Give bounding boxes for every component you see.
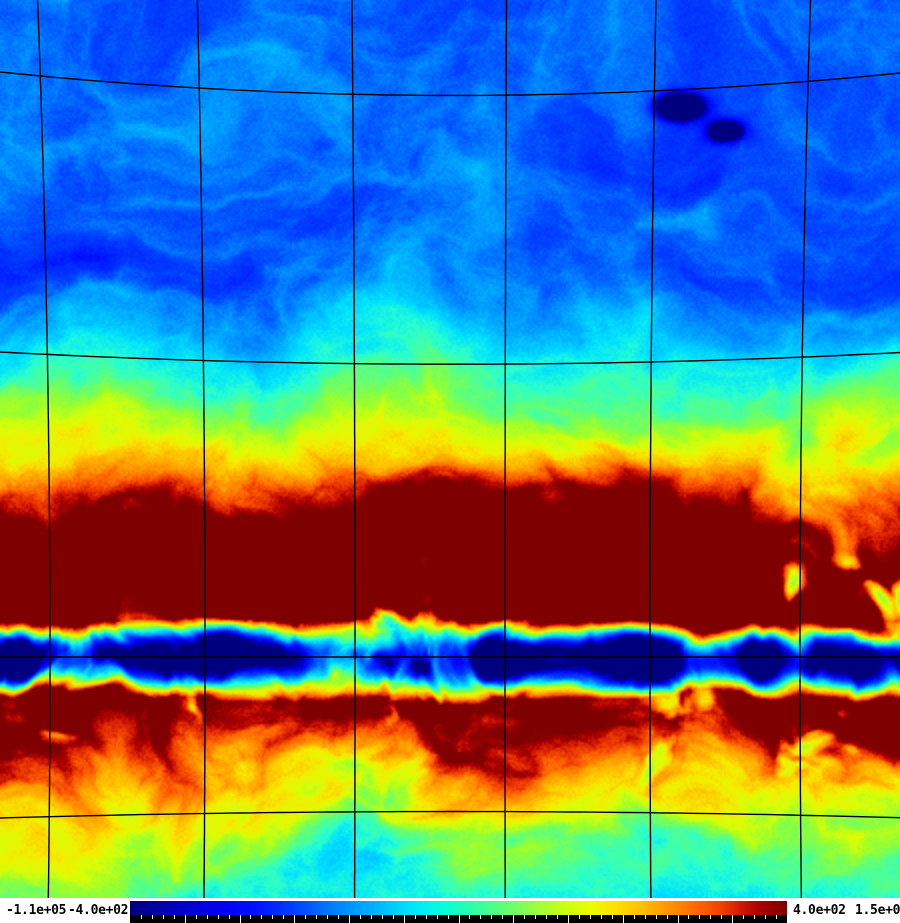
colorbar-tick bbox=[612, 915, 613, 919]
colorbar-tick bbox=[185, 915, 186, 923]
colorbar-ticks bbox=[130, 915, 787, 923]
colorbar-tick bbox=[656, 915, 657, 919]
colorbar-tick bbox=[426, 915, 427, 919]
colorbar-tick bbox=[546, 915, 547, 919]
colorbar-min-label: -1.1e+05 bbox=[6, 903, 67, 918]
colorbar-tick bbox=[240, 915, 241, 923]
colorbar-tick bbox=[557, 915, 558, 919]
colorbar-tick bbox=[743, 915, 744, 919]
colorbar-tick bbox=[349, 915, 350, 923]
colorbar-tick bbox=[294, 915, 295, 923]
colorbar-tick bbox=[163, 915, 164, 919]
colorbar-tick bbox=[229, 915, 230, 919]
colorbar-tick bbox=[535, 915, 536, 919]
colorbar-tick bbox=[141, 915, 142, 919]
colorbar-tick bbox=[623, 915, 624, 923]
colorbar-tick bbox=[634, 915, 635, 919]
colorbar-tick bbox=[480, 915, 481, 919]
sky-map-panel[interactable] bbox=[0, 0, 900, 898]
colorbar-tick bbox=[699, 915, 700, 919]
colorbar-tick bbox=[678, 915, 679, 923]
colorbar-tick bbox=[207, 915, 208, 919]
colorbar-tick bbox=[590, 915, 591, 919]
colorbar-tick bbox=[754, 915, 755, 919]
colorbar-low-label: -4.0e+02 bbox=[68, 903, 129, 918]
colorbar-tick bbox=[152, 915, 153, 919]
colorbar-tick bbox=[261, 915, 262, 919]
colorbar-tick bbox=[305, 915, 306, 919]
colorbar-tick bbox=[513, 915, 514, 923]
sky-map-image[interactable] bbox=[0, 0, 900, 898]
colorbar-max-label: 1.5e+04 bbox=[855, 903, 900, 918]
colorbar-tick bbox=[469, 915, 470, 919]
colorbar-tick bbox=[338, 915, 339, 919]
colorbar-tick bbox=[404, 915, 405, 923]
colorbar-tick bbox=[524, 915, 525, 919]
colorbar-tick bbox=[448, 915, 449, 919]
colorbar-tick bbox=[415, 915, 416, 919]
colorbar-tick bbox=[502, 915, 503, 919]
colorbar-tick bbox=[393, 915, 394, 919]
colorbar-tick bbox=[601, 915, 602, 919]
colorbar-tick bbox=[437, 915, 438, 919]
colorbar-tick bbox=[360, 915, 361, 919]
colorbar-tick bbox=[710, 915, 711, 919]
colorbar-tick bbox=[776, 915, 777, 919]
colorbar-tick bbox=[382, 915, 383, 919]
colorbar-high-label: 4.0e+02 bbox=[793, 903, 846, 918]
colorbar-tick bbox=[371, 915, 372, 919]
colorbar-tick bbox=[667, 915, 668, 919]
colorbar-tick bbox=[459, 915, 460, 923]
colorbar-tick bbox=[316, 915, 317, 919]
colorbar-tick bbox=[765, 915, 766, 919]
colorbar-gradient[interactable] bbox=[130, 901, 787, 915]
colorbar-tick bbox=[174, 915, 175, 919]
colorbar-tick bbox=[283, 915, 284, 919]
colorbar-tick bbox=[688, 915, 689, 919]
colorbar-tick bbox=[645, 915, 646, 919]
colorbar-tick bbox=[568, 915, 569, 923]
colorbar-tick bbox=[272, 915, 273, 919]
colorbar-tick bbox=[218, 915, 219, 919]
colorbar-tick bbox=[721, 915, 722, 919]
colorbar-tick bbox=[196, 915, 197, 919]
colorbar-tick bbox=[491, 915, 492, 919]
colorbar-tick bbox=[579, 915, 580, 919]
colorbar-scale[interactable] bbox=[130, 901, 787, 923]
colorbar-tick bbox=[732, 915, 733, 923]
colorbar-row: -1.1e+05 -4.0e+02 4.0e+02 1.5e+04 bbox=[0, 898, 900, 923]
colorbar-tick bbox=[250, 915, 251, 919]
colorbar-tick bbox=[327, 915, 328, 919]
